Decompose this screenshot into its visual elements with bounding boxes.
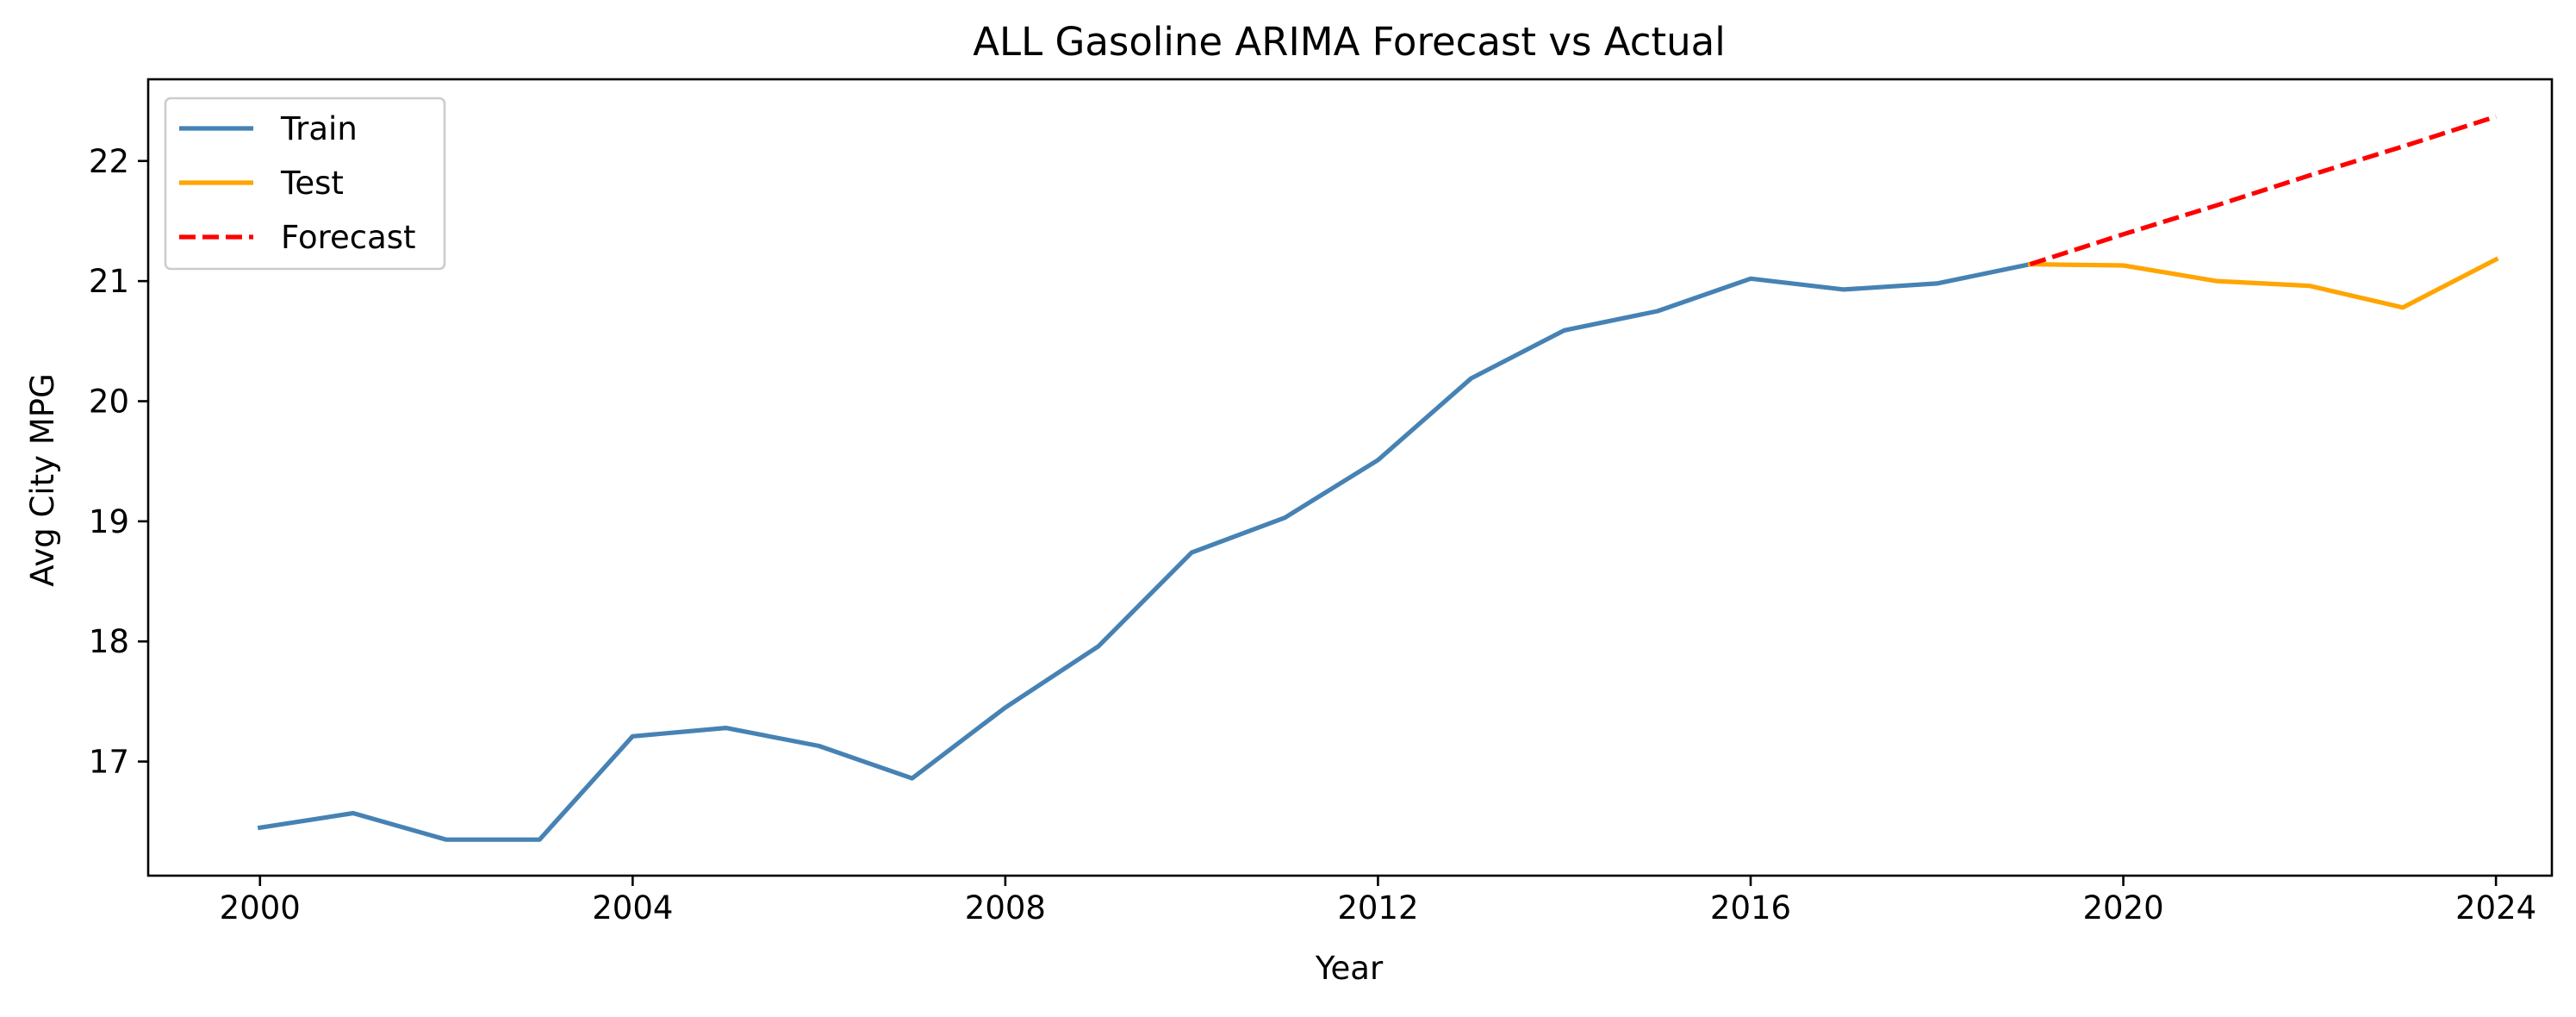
x-tick-label: 2012: [1337, 889, 1418, 927]
plot-area: 2000 2004 2008 2012 2016 2020 2024 17 18 19 20 21 22…: [89, 78, 2554, 927]
y-tick-label: 17: [89, 744, 129, 781]
series-line-forecast: [2029, 114, 2497, 267]
x-axis-label: Year: [1315, 950, 1384, 987]
y-axis-label: Avg City MPG: [24, 373, 61, 586]
series-line-test: [2027, 256, 2499, 310]
y-tick-label: 19: [89, 503, 129, 540]
x-tick-label: 2016: [1710, 889, 1791, 927]
legend-label: Forecast: [281, 219, 416, 256]
plot-frame: [146, 78, 2554, 877]
x-tick-label: 2008: [965, 889, 1046, 927]
y-tick-label: 18: [89, 623, 129, 660]
x-tick-label: 2004: [592, 889, 673, 927]
legend: Train Test Forecast: [164, 97, 446, 271]
x-tick-label: 2020: [2082, 889, 2163, 927]
y-tick-label: 21: [89, 263, 129, 300]
legend-label: Test: [280, 165, 344, 202]
legend-box: [164, 97, 446, 271]
y-tick-label: 22: [89, 143, 129, 180]
chart-title: ALL Gasoline ARIMA Forecast vs Actual: [973, 19, 1725, 65]
series-line-train: [257, 261, 2033, 842]
x-tick-label: 2000: [220, 889, 301, 927]
legend-label: Train: [280, 110, 358, 147]
y-tick-label: 20: [89, 384, 129, 421]
x-tick-label: 2024: [2455, 889, 2536, 927]
